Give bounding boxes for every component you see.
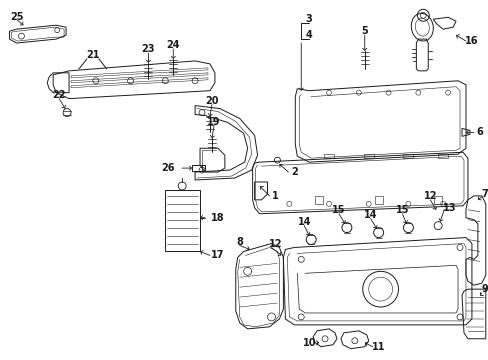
Text: 23: 23 xyxy=(142,44,155,54)
Text: 25: 25 xyxy=(11,12,24,22)
Text: 19: 19 xyxy=(207,117,220,127)
Text: 17: 17 xyxy=(211,251,224,260)
Text: 9: 9 xyxy=(481,284,487,294)
Text: 8: 8 xyxy=(236,237,243,247)
Text: 21: 21 xyxy=(86,50,100,60)
Text: 12: 12 xyxy=(423,191,436,201)
Text: 14: 14 xyxy=(363,210,377,220)
Text: 15: 15 xyxy=(395,205,408,215)
Text: 24: 24 xyxy=(166,40,180,50)
Text: 1: 1 xyxy=(271,191,278,201)
Text: 16: 16 xyxy=(464,36,478,46)
Text: 3: 3 xyxy=(305,14,312,24)
Text: 13: 13 xyxy=(443,203,456,213)
Text: 4: 4 xyxy=(305,30,312,40)
Text: 7: 7 xyxy=(481,189,487,199)
Text: 26: 26 xyxy=(161,163,175,173)
Text: 14: 14 xyxy=(297,217,310,227)
Text: 18: 18 xyxy=(211,213,224,223)
Text: 15: 15 xyxy=(331,205,345,215)
Text: 22: 22 xyxy=(52,90,66,100)
Text: 12: 12 xyxy=(268,239,282,248)
Text: 11: 11 xyxy=(371,342,385,352)
Text: 20: 20 xyxy=(205,96,218,105)
Text: 2: 2 xyxy=(290,167,297,177)
Text: 5: 5 xyxy=(361,26,367,36)
Text: 6: 6 xyxy=(475,127,482,138)
Text: 10: 10 xyxy=(302,338,315,348)
